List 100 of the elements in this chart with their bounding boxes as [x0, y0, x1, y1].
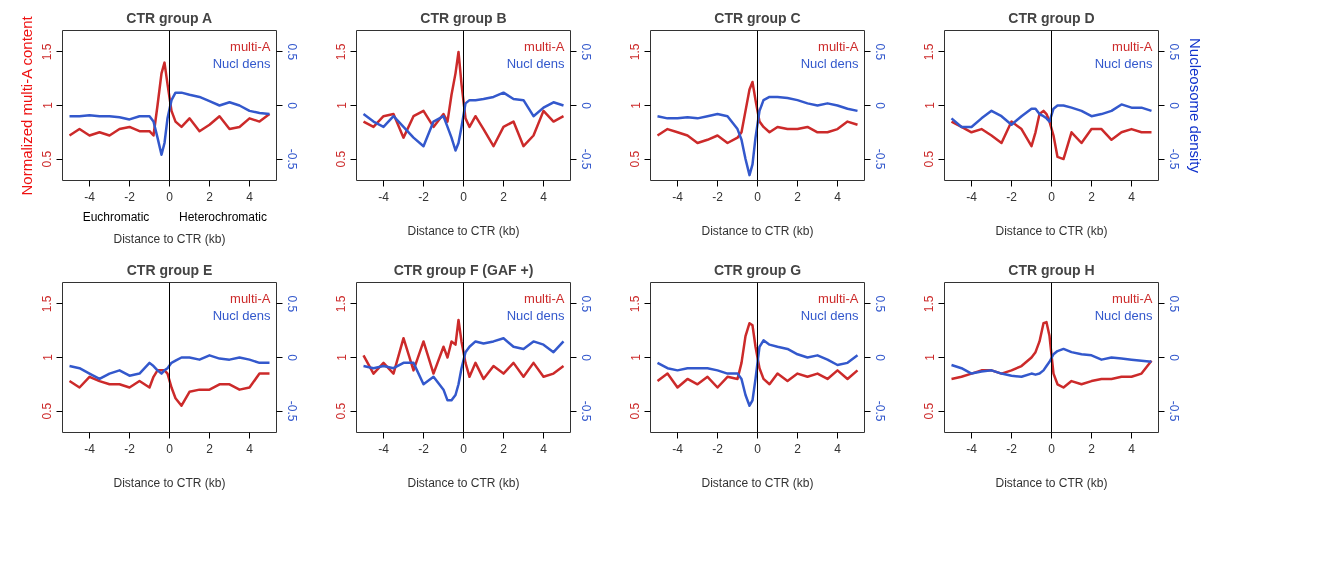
x-tick-label: 0: [754, 441, 762, 456]
x-tick-label: -4: [378, 441, 390, 456]
y2-tick-label: -0.5: [284, 400, 299, 422]
y-tick-label: 1.5: [334, 295, 349, 313]
text: multi-A: [818, 290, 859, 306]
text: Nucl dens: [212, 307, 271, 323]
x-tick-label: -4: [378, 189, 390, 204]
chart-title: CTR group B: [420, 9, 507, 26]
x-tick-label: 4: [834, 189, 842, 204]
y-tick-label: 1: [40, 353, 55, 361]
y2-tick-label: 0.5: [1166, 43, 1181, 61]
y2-tick-label: 0.5: [284, 43, 299, 61]
y-tick-label: 0.5: [40, 402, 55, 420]
y2-tick-label: -0.5: [578, 400, 593, 422]
x-tick-label: 2: [794, 441, 802, 456]
y2-tick-label: -0.5: [872, 400, 887, 422]
x-tick-label: 0: [460, 189, 468, 204]
y2-tick-label: 0: [284, 102, 299, 110]
x-tick-label: 0: [460, 441, 468, 456]
text: Euchromatic: [82, 209, 150, 224]
y2-tick-label: 0: [1166, 102, 1181, 110]
y2-tick-label: 0: [578, 354, 593, 362]
y-tick-label: 1: [40, 101, 55, 109]
y2-tick-label: -0.5: [1166, 148, 1181, 170]
y-tick-label: 1.5: [628, 43, 643, 61]
x-tick-label: 2: [1088, 441, 1096, 456]
x-tick-label: 4: [540, 441, 548, 456]
x-tick-label: -2: [418, 189, 430, 204]
y-tick-label: 1: [628, 353, 643, 361]
text: multi-A: [1112, 290, 1153, 306]
x-tick-label: 2: [794, 189, 802, 204]
series-label: Nucl dens: [506, 307, 565, 323]
x-tick-label: -2: [1006, 189, 1018, 204]
x-axis-title: Distance to CTR (kb): [113, 231, 226, 246]
y2-axis-title: Nucleosome density: [1186, 37, 1204, 174]
x-tick-label: -4: [84, 441, 96, 456]
x-tick-label: 4: [834, 441, 842, 456]
x-axis-title: Distance to CTR (kb): [113, 475, 226, 490]
x-tick-label: -4: [966, 189, 978, 204]
y-tick-label: 0.5: [922, 150, 937, 168]
x-tick-label: -2: [418, 441, 430, 456]
y-tick-label: 0.5: [334, 150, 349, 168]
y-tick-label: 1: [334, 101, 349, 109]
series-label: Nucl dens: [506, 55, 565, 71]
text: multi-A: [524, 290, 565, 306]
y2-tick-label: -0.5: [872, 148, 887, 170]
text: Nucl dens: [1094, 307, 1153, 323]
y-tick-label: 1: [628, 101, 643, 109]
text: Nucl dens: [800, 55, 859, 71]
text: Nucl dens: [1094, 55, 1153, 71]
x-tick-label: 4: [1128, 189, 1136, 204]
y-tick-label: 1: [334, 353, 349, 361]
y2-tick-label: 0.5: [872, 295, 887, 313]
chart-title: CTR group H: [1008, 261, 1095, 278]
y2-tick-label: 0.5: [578, 295, 593, 313]
x-tick-label: 0: [754, 189, 762, 204]
x-axis-title: Distance to CTR (kb): [407, 475, 520, 490]
y-tick-label: 1.5: [40, 295, 55, 313]
y2-tick-label: -0.5: [1166, 400, 1181, 422]
y2-tick-label: 0.5: [284, 295, 299, 313]
y-tick-label: 0.5: [40, 150, 55, 168]
chart-title: CTR group C: [714, 9, 801, 26]
x-tick-label: -2: [124, 189, 136, 204]
x-tick-label: 0: [1048, 441, 1056, 456]
y-tick-label: 1.5: [922, 295, 937, 313]
y-tick-label: 1.5: [334, 43, 349, 61]
text: Heterochromatic: [178, 209, 268, 224]
y-tick-label: 1.5: [628, 295, 643, 313]
y-tick-label: 0.5: [334, 402, 349, 420]
x-axis-title: Distance to CTR (kb): [701, 223, 814, 238]
y-tick-label: 1: [922, 101, 937, 109]
y-tick-label: 0.5: [628, 402, 643, 420]
y2-tick-label: 0.5: [1166, 295, 1181, 313]
x-axis-title: Distance to CTR (kb): [995, 223, 1108, 238]
text: multi-A: [230, 290, 271, 306]
y-axis-title: Normalized multi-A content: [17, 15, 35, 196]
text: Nucl dens: [212, 55, 271, 71]
chart-title: CTR group G: [713, 261, 802, 278]
y2-tick-label: 0: [284, 354, 299, 362]
x-tick-label: -4: [84, 189, 96, 204]
text: multi-A: [1112, 38, 1153, 54]
y2-tick-label: 0: [578, 102, 593, 110]
x-tick-label: 0: [166, 189, 174, 204]
x-tick-label: 4: [246, 189, 254, 204]
y2-tick-label: 0: [872, 354, 887, 362]
y2-tick-label: 0: [1166, 354, 1181, 362]
x-tick-label: 2: [500, 441, 508, 456]
text: Nucl dens: [800, 307, 859, 323]
x-tick-label: 2: [1088, 189, 1096, 204]
x-axis-title: Distance to CTR (kb): [407, 223, 520, 238]
x-tick-label: -2: [712, 189, 724, 204]
y2-tick-label: 0.5: [872, 43, 887, 61]
x-axis-title: Distance to CTR (kb): [995, 475, 1108, 490]
y2-tick-label: 0.5: [578, 43, 593, 61]
y-tick-label: 1.5: [922, 43, 937, 61]
chart-title: CTR group E: [126, 261, 213, 278]
x-tick-label: 0: [166, 441, 174, 456]
y2-tick-label: -0.5: [578, 148, 593, 170]
x-tick-label: 4: [1128, 441, 1136, 456]
x-tick-label: 2: [206, 441, 214, 456]
